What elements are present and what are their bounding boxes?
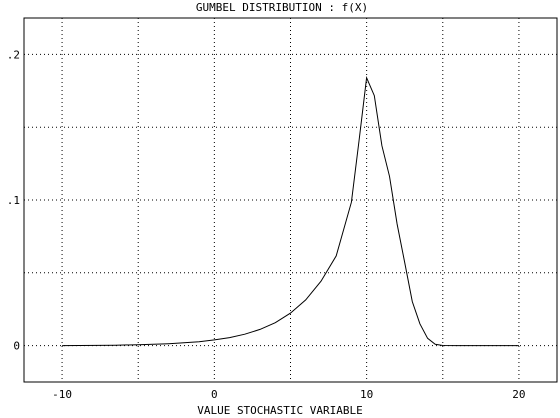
chart-title: GUMBEL DISTRIBUTION : f(X) <box>196 1 368 14</box>
x-tick-label: 20 <box>512 388 525 401</box>
x-tick-label: -10 <box>52 388 72 401</box>
y-tick-labels: .2 .1 0 <box>7 48 20 352</box>
x-tick-label: 0 <box>211 388 218 401</box>
series-line <box>62 75 519 347</box>
series-layer <box>62 75 519 347</box>
y-tick-label: .2 <box>7 48 20 61</box>
y-tick-label: 0 <box>13 340 20 353</box>
plot-frame <box>23 17 558 383</box>
y-tick-label: .1 <box>7 194 20 207</box>
x-tick-labels: -10 0 10 20 <box>52 388 525 401</box>
x-tick-label: 10 <box>360 388 373 401</box>
x-axis-label: VALUE STOCHASTIC VARIABLE <box>197 404 363 417</box>
grid-lines <box>24 18 557 382</box>
